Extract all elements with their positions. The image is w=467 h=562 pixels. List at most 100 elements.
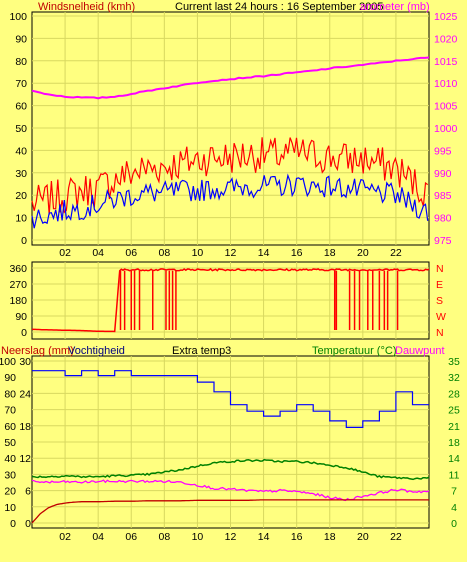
panel1-x-tick-06: 06 <box>125 247 137 259</box>
panel3-left-inner-tick-0-0: 0 <box>25 518 31 530</box>
panel3-left-tick-70-7: 70 <box>4 405 16 417</box>
panel1-right-tick-1000-5: 1000 <box>434 123 458 135</box>
panel1-left-tick-20-2: 20 <box>15 190 27 202</box>
panel1-x-tick-14: 14 <box>258 247 270 259</box>
panel3-right-tick-21-6: 21 <box>448 421 460 433</box>
panel3-x-tick-22: 22 <box>390 531 402 543</box>
panel3-left-inner-tick-24-4: 24 <box>19 388 31 400</box>
panel3-left-tick-20-2: 20 <box>4 486 16 498</box>
panel1-right-tick-1020-9: 1020 <box>434 33 458 45</box>
panel3-x-tick-10: 10 <box>192 531 204 543</box>
wind-gust-line <box>31 137 429 215</box>
panel1-right-tick-1005-6: 1005 <box>434 101 458 113</box>
panel3-x-tick-02: 02 <box>59 531 71 543</box>
panel2-left-tick-90-1: 90 <box>15 311 27 323</box>
panel3-x-tick-06: 06 <box>125 531 137 543</box>
panel1-left-tick-30-3: 30 <box>15 168 27 180</box>
panel1-left-tick-0-0: 0 <box>21 235 27 247</box>
panel1-x-tick-20: 20 <box>357 247 369 259</box>
panel3-right-tick-4-1: 4 <box>451 502 457 514</box>
panel1-right-tick-980-1: 980 <box>434 213 452 225</box>
panel3-right-tick-14-4: 14 <box>448 453 460 465</box>
panel3-right-tick-18-5: 18 <box>448 437 460 449</box>
panel3-plot: 02 04 06 08 10 12 14 16 18 20 22010203040506070809… <box>0 356 460 543</box>
panel1-left-tick-10-1: 10 <box>15 213 27 225</box>
panel1-right-tick-1015-8: 1015 <box>434 56 458 68</box>
wind-speed-axis-title: Windsnelheid (kmh) <box>38 1 135 13</box>
panel3-right-tick-0-0: 0 <box>451 518 457 530</box>
panel3-x-tick-04: 04 <box>92 531 104 543</box>
panel3-left-tick-80-8: 80 <box>4 388 16 400</box>
panel3-right-tick-32-9: 32 <box>448 372 460 384</box>
panel1-plot: 02 04 06 08 10 12 14 16 18 20 22010203040506070809… <box>9 11 457 259</box>
wind-avg-line <box>31 173 429 229</box>
panel3-left-tick-10-1: 10 <box>4 502 16 514</box>
panel3-right-tick-7-2: 7 <box>451 486 457 498</box>
panel2-right-tick-W-1: W <box>436 311 446 323</box>
panel1-left-tick-50-5: 50 <box>15 123 27 135</box>
panel3-left-tick-40-4: 40 <box>4 453 16 465</box>
panel3-right-tick-25-7: 25 <box>448 405 460 417</box>
panel1-left-tick-40-4: 40 <box>15 145 27 157</box>
panel3-left-tick-90-9: 90 <box>4 372 16 384</box>
humidity-line <box>32 370 429 428</box>
chart-title: Current last 24 hours : 16 September 200… <box>175 1 384 13</box>
panel1-x-tick-04: 04 <box>92 247 104 259</box>
panel2-left-tick-180-2: 180 <box>9 295 27 307</box>
panel1-left-tick-90-9: 90 <box>15 33 27 45</box>
wind-direction-line <box>31 267 430 333</box>
panel1-left-tick-60-6: 60 <box>15 101 27 113</box>
temperature-line <box>31 458 430 481</box>
panel3-x-tick-14: 14 <box>258 531 270 543</box>
panel3-left-inner-tick-18-3: 18 <box>19 421 31 433</box>
panel3-left-tick-50-5: 50 <box>4 437 16 449</box>
panel3-left-tick-0-0: 0 <box>10 518 16 530</box>
panel2-right-tick-N-4: N <box>436 263 444 275</box>
panel3-x-tick-18: 18 <box>324 531 336 543</box>
panel2-left-tick-270-3: 270 <box>9 279 27 291</box>
panel3-x-tick-16: 16 <box>291 531 303 543</box>
panel3-x-tick-08: 08 <box>158 531 170 543</box>
panel2-left-tick-360-4: 360 <box>9 263 27 275</box>
barometer-axis-title: arometer (mb) <box>360 1 430 13</box>
panel3-right-tick-11-3: 11 <box>449 469 460 481</box>
temperature-axis-title: Temperatuur (°C) <box>312 345 396 357</box>
extra-temp-line <box>31 499 429 524</box>
panel1-x-tick-16: 16 <box>291 247 303 259</box>
panel2-right-tick-E-3: E <box>436 279 443 291</box>
panel1-x-tick-22: 22 <box>390 247 402 259</box>
extra-temp-title: Extra temp3 <box>172 345 231 357</box>
panel1-right-tick-990-3: 990 <box>434 168 452 180</box>
panel1-x-tick-10: 10 <box>192 247 204 259</box>
panel3-left-inner-tick-6-1: 6 <box>25 486 31 498</box>
panel3-right-tick-28-8: 28 <box>448 388 460 400</box>
panel2-right-tick-N-0: N <box>436 327 444 339</box>
panel1-right-tick-1010-7: 1010 <box>434 78 458 90</box>
panel1-x-tick-12: 12 <box>225 247 237 259</box>
panel2-left-tick-0-0: 0 <box>21 327 27 339</box>
panel1-left-tick-70-7: 70 <box>15 78 27 90</box>
panel3-x-tick-20: 20 <box>357 531 369 543</box>
rain-axis-title: Neerslag (mm) <box>1 345 74 357</box>
panel3-left-inner-tick-12-2: 12 <box>19 453 31 465</box>
panel1-left-tick-100-10: 100 <box>9 11 27 23</box>
panel3-left-inner-tick-30-5: 30 <box>19 356 31 368</box>
panel3-x-tick-12: 12 <box>225 531 237 543</box>
panel1-right-tick-995-4: 995 <box>434 145 452 157</box>
humidity-axis-title: Vochtigheid <box>68 345 125 357</box>
panel3-right-tick-35-10: 35 <box>448 356 460 368</box>
panel1-right-tick-1025-10: 1025 <box>434 11 458 23</box>
panel1-x-tick-08: 08 <box>158 247 170 259</box>
panel3-left-tick-100-10: 100 <box>0 356 16 368</box>
panel2-right-tick-S-2: S <box>436 295 443 307</box>
panel1-left-tick-80-8: 80 <box>15 56 27 68</box>
dewpoint-line <box>31 479 430 502</box>
dewpoint-axis-title: Dauwpunt <box>395 345 445 357</box>
panel1-right-tick-975-0: 975 <box>434 235 452 247</box>
panel1-x-tick-18: 18 <box>324 247 336 259</box>
barometer-line <box>31 56 430 100</box>
panel1-right-tick-985-2: 985 <box>434 190 452 202</box>
